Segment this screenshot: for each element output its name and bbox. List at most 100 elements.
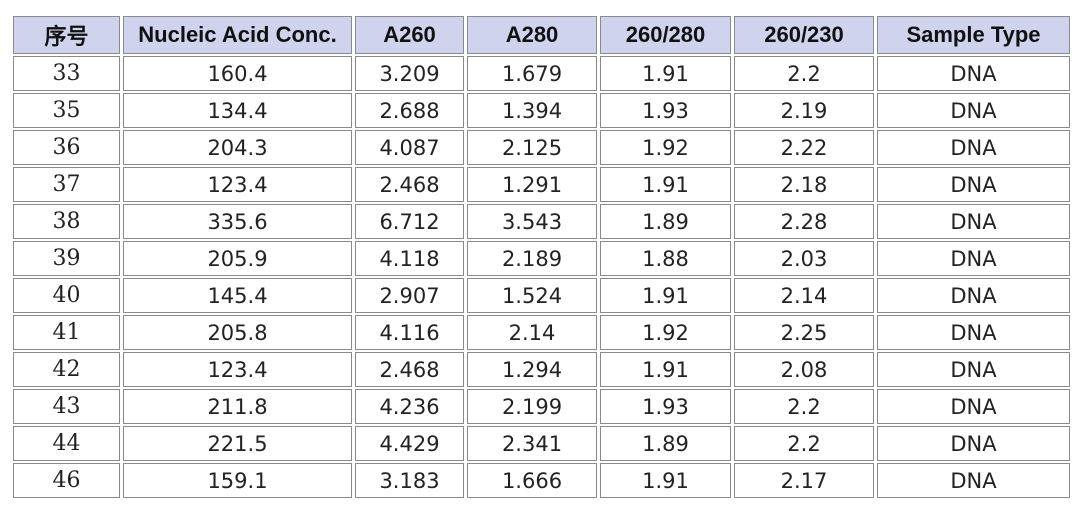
conc-cell: 205.8 — [123, 315, 352, 350]
conc-cell: 145.4 — [123, 278, 352, 313]
sample-number-cell: 36 — [13, 130, 120, 165]
table-body: 33 160.4 3.209 1.679 1.91 2.2 DNA 35 134.4 2.688 1… — [13, 56, 1070, 498]
conc-cell: 134.4 — [123, 93, 352, 128]
sample-number-cell: 33 — [13, 56, 120, 91]
sample-type-cell: DNA — [877, 463, 1070, 498]
ratio-260-280-cell: 1.89 — [600, 204, 731, 239]
a260-cell: 6.712 — [355, 204, 464, 239]
sample-number-cell: 37 — [13, 167, 120, 202]
header-a260: A260 — [355, 16, 464, 54]
ratio-260-230-cell: 2.03 — [734, 241, 874, 276]
sample-type-cell: DNA — [877, 167, 1070, 202]
table-row: 40 145.4 2.907 1.524 1.91 2.14 DNA — [13, 278, 1070, 313]
sample-number-cell: 42 — [13, 352, 120, 387]
sample-type-cell: DNA — [877, 93, 1070, 128]
ratio-260-280-cell: 1.91 — [600, 463, 731, 498]
table-row: 33 160.4 3.209 1.679 1.91 2.2 DNA — [13, 56, 1070, 91]
table-row: 46 159.1 3.183 1.666 1.91 2.17 DNA — [13, 463, 1070, 498]
sample-type-cell: DNA — [877, 315, 1070, 350]
sample-number-cell: 44 — [13, 426, 120, 461]
a260-cell: 4.087 — [355, 130, 464, 165]
sample-type-cell: DNA — [877, 278, 1070, 313]
sample-number-cell: 40 — [13, 278, 120, 313]
ratio-260-280-cell: 1.93 — [600, 389, 731, 424]
conc-cell: 335.6 — [123, 204, 352, 239]
a260-cell: 4.236 — [355, 389, 464, 424]
conc-cell: 123.4 — [123, 167, 352, 202]
sample-type-cell: DNA — [877, 426, 1070, 461]
conc-cell: 160.4 — [123, 56, 352, 91]
ratio-260-230-cell: 2.2 — [734, 56, 874, 91]
a280-cell: 1.394 — [467, 93, 597, 128]
a260-cell: 3.183 — [355, 463, 464, 498]
a280-cell: 1.679 — [467, 56, 597, 91]
table-row: 42 123.4 2.468 1.294 1.91 2.08 DNA — [13, 352, 1070, 387]
nucleic-acid-table: 序号 Nucleic Acid Conc. A260 A280 260/280 … — [10, 14, 1073, 500]
a280-cell: 2.14 — [467, 315, 597, 350]
a280-cell: 2.199 — [467, 389, 597, 424]
a280-cell: 1.666 — [467, 463, 597, 498]
sample-number-cell: 43 — [13, 389, 120, 424]
ratio-260-230-cell: 2.25 — [734, 315, 874, 350]
ratio-260-230-cell: 2.14 — [734, 278, 874, 313]
ratio-260-230-cell: 2.2 — [734, 426, 874, 461]
ratio-260-230-cell: 2.08 — [734, 352, 874, 387]
a280-cell: 2.125 — [467, 130, 597, 165]
ratio-260-280-cell: 1.93 — [600, 93, 731, 128]
table-row: 44 221.5 4.429 2.341 1.89 2.2 DNA — [13, 426, 1070, 461]
ratio-260-230-cell: 2.22 — [734, 130, 874, 165]
header-row: 序号 Nucleic Acid Conc. A260 A280 260/280 … — [13, 16, 1070, 54]
ratio-260-280-cell: 1.91 — [600, 167, 731, 202]
ratio-260-280-cell: 1.89 — [600, 426, 731, 461]
sample-type-cell: DNA — [877, 204, 1070, 239]
conc-cell: 211.8 — [123, 389, 352, 424]
a280-cell: 1.291 — [467, 167, 597, 202]
a280-cell: 2.189 — [467, 241, 597, 276]
ratio-260-230-cell: 2.18 — [734, 167, 874, 202]
ratio-260-280-cell: 1.92 — [600, 130, 731, 165]
sample-number-cell: 35 — [13, 93, 120, 128]
header-sample-number: 序号 — [13, 16, 120, 54]
table-row: 38 335.6 6.712 3.543 1.89 2.28 DNA — [13, 204, 1070, 239]
ratio-260-280-cell: 1.91 — [600, 352, 731, 387]
a260-cell: 2.468 — [355, 167, 464, 202]
table-row: 35 134.4 2.688 1.394 1.93 2.19 DNA — [13, 93, 1070, 128]
ratio-260-280-cell: 1.88 — [600, 241, 731, 276]
table-row: 39 205.9 4.118 2.189 1.88 2.03 DNA — [13, 241, 1070, 276]
ratio-260-230-cell: 2.17 — [734, 463, 874, 498]
sample-type-cell: DNA — [877, 241, 1070, 276]
data-table-container: 序号 Nucleic Acid Conc. A260 A280 260/280 … — [10, 14, 1070, 500]
conc-cell: 221.5 — [123, 426, 352, 461]
ratio-260-230-cell: 2.28 — [734, 204, 874, 239]
a280-cell: 2.341 — [467, 426, 597, 461]
a260-cell: 2.688 — [355, 93, 464, 128]
a260-cell: 3.209 — [355, 56, 464, 91]
a280-cell: 1.524 — [467, 278, 597, 313]
sample-number-cell: 39 — [13, 241, 120, 276]
a260-cell: 4.429 — [355, 426, 464, 461]
ratio-260-280-cell: 1.91 — [600, 56, 731, 91]
a260-cell: 2.468 — [355, 352, 464, 387]
a280-cell: 3.543 — [467, 204, 597, 239]
a260-cell: 2.907 — [355, 278, 464, 313]
header-260-280: 260/280 — [600, 16, 731, 54]
conc-cell: 204.3 — [123, 130, 352, 165]
table-row: 36 204.3 4.087 2.125 1.92 2.22 DNA — [13, 130, 1070, 165]
conc-cell: 123.4 — [123, 352, 352, 387]
sample-type-cell: DNA — [877, 389, 1070, 424]
sample-number-cell: 38 — [13, 204, 120, 239]
table-row: 41 205.8 4.116 2.14 1.92 2.25 DNA — [13, 315, 1070, 350]
header-sample-type: Sample Type — [877, 16, 1070, 54]
header-260-230: 260/230 — [734, 16, 874, 54]
ratio-260-280-cell: 1.92 — [600, 315, 731, 350]
a280-cell: 1.294 — [467, 352, 597, 387]
header-a280: A280 — [467, 16, 597, 54]
sample-type-cell: DNA — [877, 56, 1070, 91]
sample-type-cell: DNA — [877, 352, 1070, 387]
ratio-260-230-cell: 2.2 — [734, 389, 874, 424]
a260-cell: 4.118 — [355, 241, 464, 276]
table-row: 37 123.4 2.468 1.291 1.91 2.18 DNA — [13, 167, 1070, 202]
ratio-260-280-cell: 1.91 — [600, 278, 731, 313]
sample-number-cell: 46 — [13, 463, 120, 498]
ratio-260-230-cell: 2.19 — [734, 93, 874, 128]
